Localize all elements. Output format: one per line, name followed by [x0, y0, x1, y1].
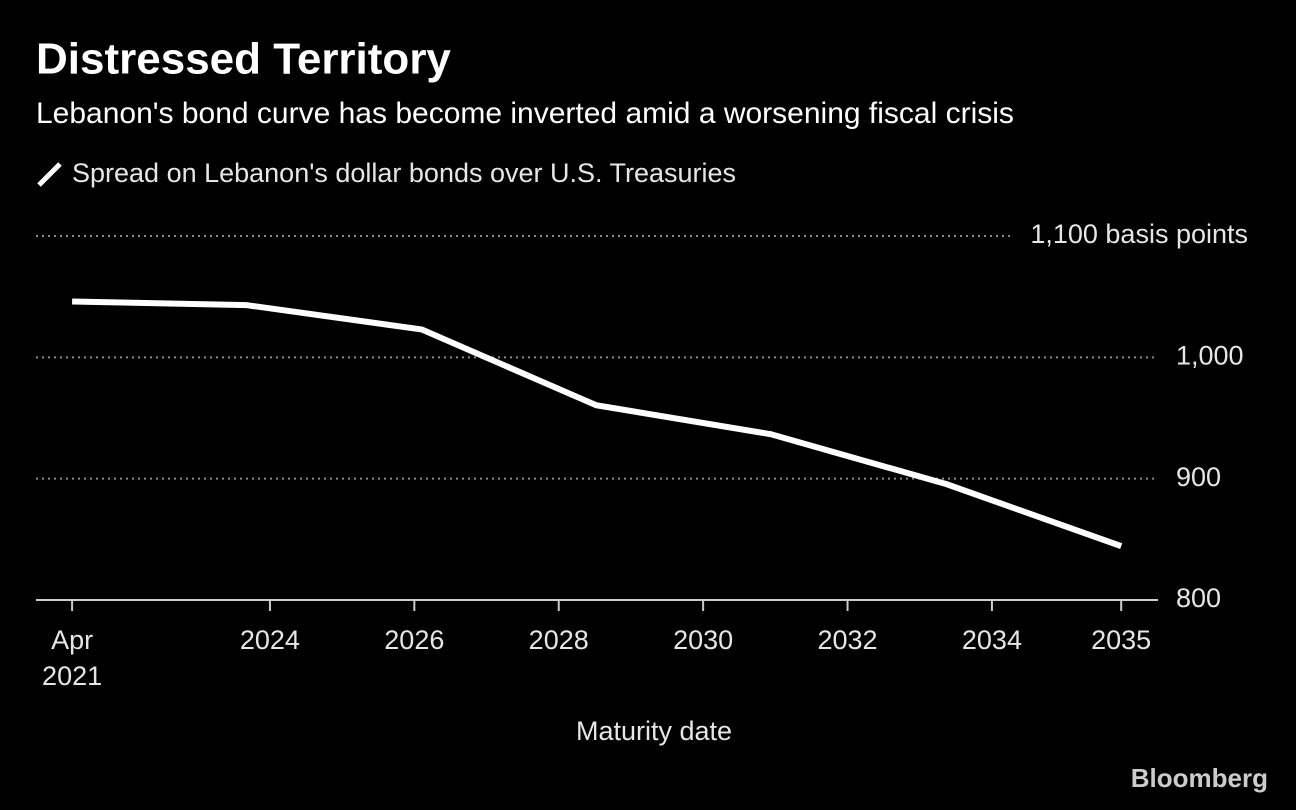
y-tick-label: 1,100 basis points [1030, 219, 1248, 249]
x-tick-label: Apr 2021 [42, 625, 103, 691]
x-tick-label: 2032 [817, 625, 878, 655]
x-tick-label: 2026 [384, 625, 445, 655]
x-tick-label: 2028 [528, 625, 589, 655]
series-line [72, 298, 1123, 549]
x-tick-label: 2024 [239, 625, 300, 655]
source: Bloomberg [1131, 763, 1268, 793]
y-tick-label: 800 [1176, 583, 1221, 613]
y-tick-label: 1,000 [1176, 340, 1244, 370]
x-tick-label: 2035 [1091, 625, 1152, 655]
chart-subtitle: Lebanon's bond curve has become inverted… [36, 97, 1014, 130]
x-tick-label: 2034 [961, 625, 1022, 655]
x-tick-label: 2030 [673, 625, 734, 655]
legend-swatch [37, 162, 62, 187]
x-axis-label: Maturity date [576, 716, 732, 746]
legend-label: Spread on Lebanon's dollar bonds over U.… [72, 158, 736, 188]
chart-title: Distressed Territory [36, 35, 451, 84]
y-tick-label: 900 [1176, 462, 1221, 492]
